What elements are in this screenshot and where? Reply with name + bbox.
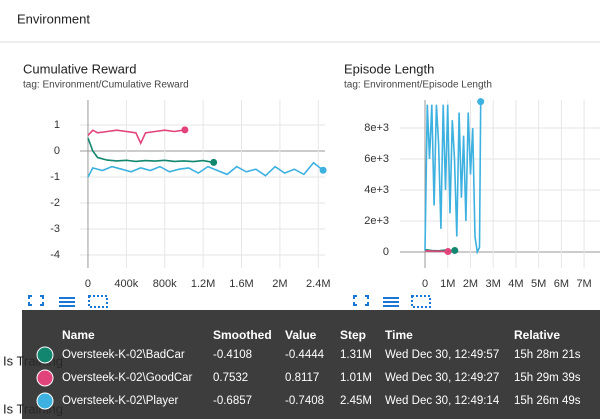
series-end-dot xyxy=(210,158,218,166)
series-line xyxy=(87,161,324,178)
tooltip-header: Time xyxy=(385,328,413,342)
x-tick-label: 2.4M xyxy=(306,278,330,290)
chart-title: Cumulative Reward xyxy=(23,61,136,76)
x-tick-label: 2M xyxy=(272,278,287,290)
tooltip-header: Relative xyxy=(514,328,560,342)
tooltip-cell: -0.4444 xyxy=(285,349,325,361)
series-line xyxy=(87,137,214,164)
series-end-dot xyxy=(451,246,459,254)
x-tick-label: 0 xyxy=(85,278,91,290)
series-end-dot xyxy=(444,248,452,256)
y-tick-label: -4 xyxy=(50,249,60,261)
y-tick-label: 0 xyxy=(54,145,60,157)
fullscreen-button[interactable] xyxy=(353,295,369,306)
tooltip-cell: -0.4108 xyxy=(213,349,252,361)
section-header[interactable] xyxy=(0,0,600,42)
tooltip xyxy=(22,310,600,419)
x-tick-label: 4M xyxy=(508,278,523,290)
tooltip-header: Name xyxy=(62,328,95,342)
x-tick-label: 2M xyxy=(463,278,478,290)
tooltip-cell: Oversteek-K-02\Player xyxy=(62,395,178,407)
series-end-dot xyxy=(477,98,485,106)
y-tick-label: 2e+3 xyxy=(364,215,389,227)
tooltip-cell: Oversteek-K-02\BadCar xyxy=(62,349,185,361)
chart-tag: tag: Environment/Episode Length xyxy=(344,80,492,91)
tooltip-cell: 15h 29m 39s xyxy=(514,372,581,384)
tooltip-cell: 1.31M xyxy=(340,349,372,361)
tooltip-cell: -0.6857 xyxy=(213,395,252,407)
chart-title: Episode Length xyxy=(344,61,434,76)
tooltip-cell: 1.01M xyxy=(340,372,372,384)
tooltip-cell: 15h 26m 49s xyxy=(514,395,581,407)
tooltip-cell: Oversteek-K-02\GoodCar xyxy=(62,372,193,384)
x-tick-label: 5M xyxy=(531,278,546,290)
chart: -4 -3 -2 -1 0 1 0 400k 800k 1.2M 1.6M 2M 2.4M xyxy=(50,100,331,290)
series-end-dot xyxy=(319,166,327,174)
x-tick-label: 400k xyxy=(114,278,138,290)
y-tick-label: -1 xyxy=(50,171,60,183)
x-tick-label: 3M xyxy=(486,278,501,290)
tooltip-header: Smoothed xyxy=(213,328,272,342)
y-tick-label: -2 xyxy=(50,197,60,209)
series-end-dot xyxy=(181,126,189,134)
x-tick-label: 1M xyxy=(440,278,455,290)
log-scale-button[interactable] xyxy=(59,297,75,307)
x-tick-label: 7M xyxy=(576,278,591,290)
y-tick-label: 8e+3 xyxy=(364,122,389,134)
x-tick-label: 0 xyxy=(422,278,428,290)
series-line xyxy=(424,101,482,255)
tooltip-cell: 0.8117 xyxy=(285,372,319,384)
x-tick-label: 1.6M xyxy=(229,278,253,290)
x-tick-label: 1.2M xyxy=(191,278,215,290)
plot-area xyxy=(87,129,324,178)
chart-tag: tag: Environment/Cumulative Reward xyxy=(23,80,189,91)
chart: 0 2e+3 4e+3 6e+3 8e+3 0 1M 2M 3M 4M 5M 6M 7M xyxy=(364,98,600,290)
tooltip-cell: -0.7408 xyxy=(285,395,324,407)
series-line xyxy=(87,129,186,146)
x-tick-label: 6M xyxy=(554,278,569,290)
series-swatch xyxy=(36,346,54,364)
tooltip-cell: Wed Dec 30, 12:49:27 xyxy=(385,372,499,384)
tooltip-cell: Wed Dec 30, 12:49:14 xyxy=(385,395,500,407)
tooltip-cell: 15h 28m 21s xyxy=(514,349,581,361)
fit-domain-button[interactable] xyxy=(411,295,431,308)
chart-controls xyxy=(28,295,431,308)
tooltip-cell: Wed Dec 30, 12:49:57 xyxy=(385,349,499,361)
tooltip-header: Step xyxy=(340,328,366,342)
fullscreen-button[interactable] xyxy=(28,295,44,306)
x-tick-label: 800k xyxy=(153,278,177,290)
y-tick-label: 1 xyxy=(54,119,60,131)
section-title: Environment xyxy=(17,11,90,26)
log-scale-button[interactable] xyxy=(383,297,399,307)
tooltip-header: Value xyxy=(285,328,317,342)
y-tick-label: 0 xyxy=(383,246,389,258)
series-swatch xyxy=(36,369,54,387)
series-swatch xyxy=(36,392,54,410)
y-tick-label: -3 xyxy=(50,223,60,235)
tooltip-cell: 0.7532 xyxy=(213,372,248,384)
tooltip-cell: 2.45M xyxy=(340,395,372,407)
fit-domain-button[interactable] xyxy=(88,295,108,308)
y-tick-label: 4e+3 xyxy=(364,184,389,196)
y-tick-label: 6e+3 xyxy=(364,153,389,165)
